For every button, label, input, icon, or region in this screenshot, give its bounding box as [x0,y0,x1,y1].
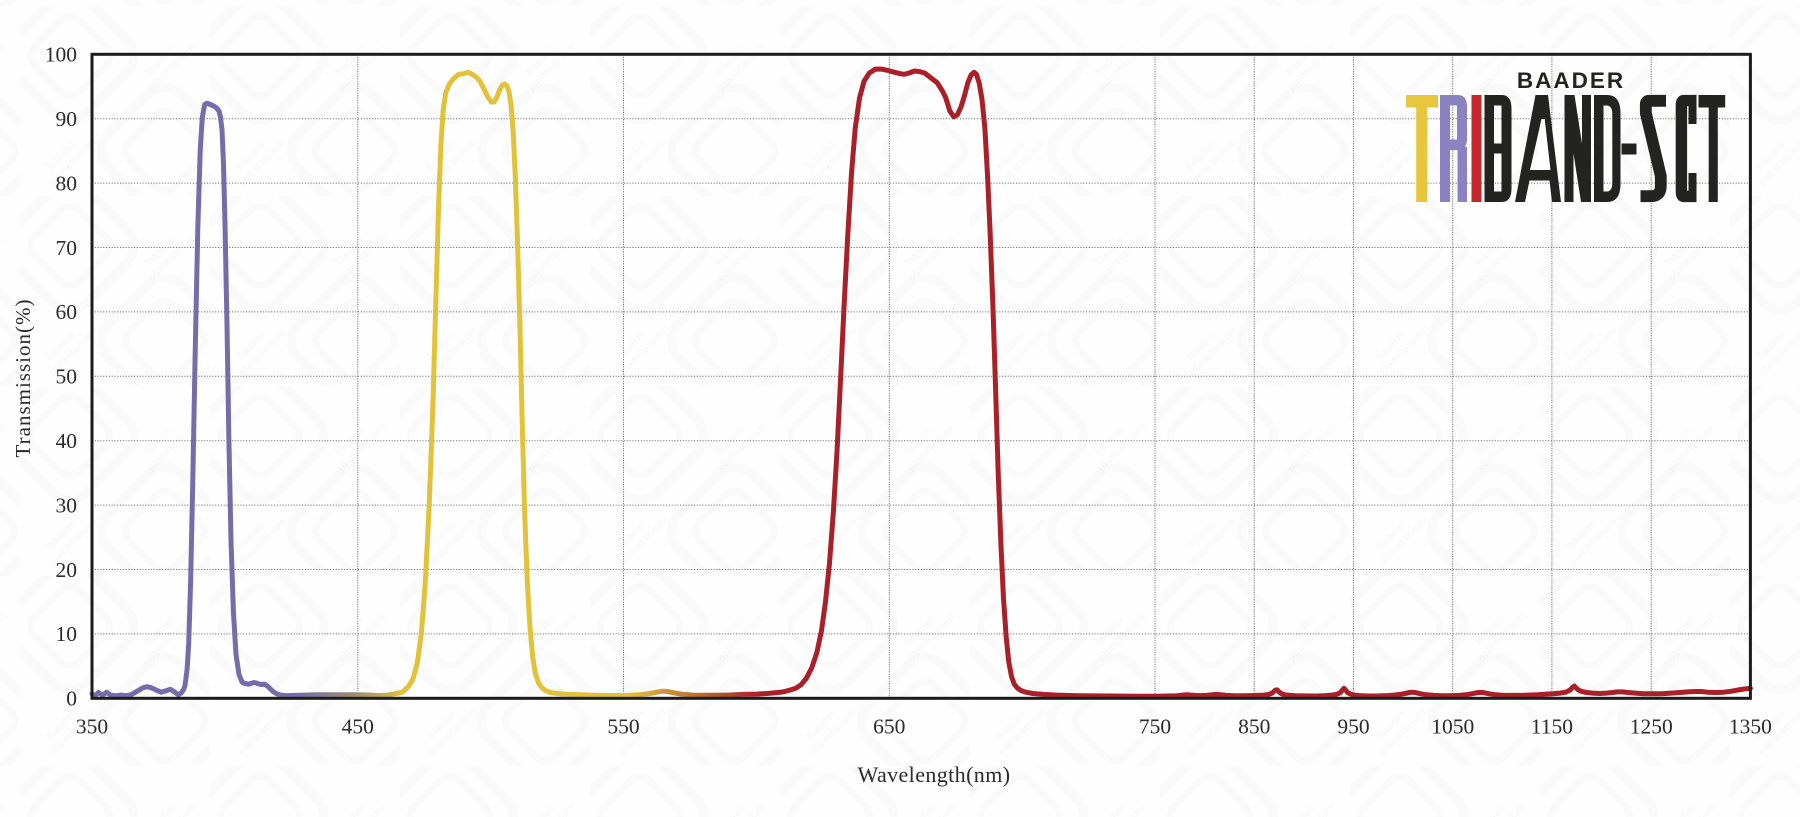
svg-text:Wavelength(nm): Wavelength(nm) [858,762,1011,787]
svg-text:550: 550 [607,715,639,739]
svg-text:1150: 1150 [1531,715,1573,739]
svg-text:1350: 1350 [1729,715,1772,739]
svg-text:60: 60 [56,300,78,324]
svg-text:1250: 1250 [1630,715,1673,739]
svg-text:Transmission(%): Transmission(%) [11,299,35,458]
svg-text:90: 90 [56,107,78,131]
svg-text:750: 750 [1139,715,1171,739]
svg-text:1050: 1050 [1431,715,1474,739]
svg-text:80: 80 [56,171,78,195]
svg-text:350: 350 [76,715,108,739]
svg-text:850: 850 [1238,715,1270,739]
svg-text:650: 650 [873,715,905,739]
svg-text:450: 450 [342,715,374,739]
svg-text:0: 0 [66,687,77,711]
svg-text:10: 10 [56,622,78,646]
svg-text:30: 30 [56,493,78,517]
svg-text:950: 950 [1337,715,1369,739]
svg-text:50: 50 [56,365,78,389]
svg-text:70: 70 [56,236,78,260]
svg-text:BAADER: BAADER [1517,68,1625,93]
svg-text:100: 100 [45,43,77,67]
svg-text:40: 40 [56,429,78,453]
svg-text:20: 20 [56,558,78,582]
